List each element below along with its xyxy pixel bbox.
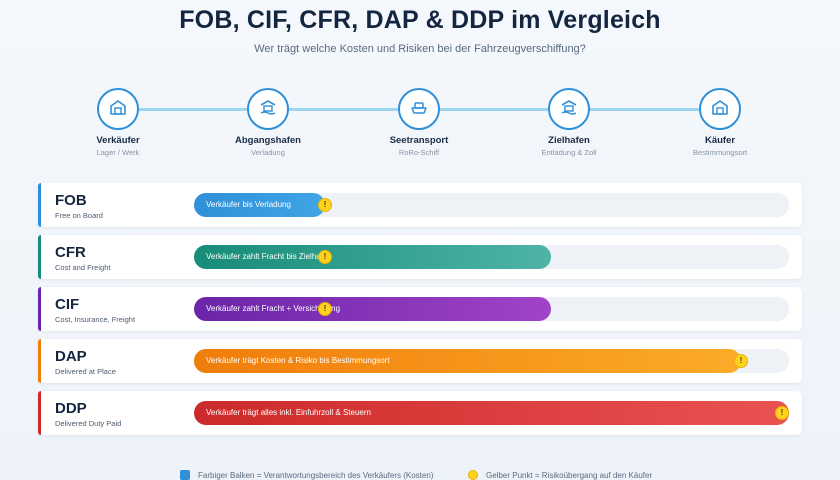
step-sublabel: Bestimmungsort <box>692 148 748 157</box>
step-circle <box>398 88 440 130</box>
risk-transfer-dot: ! <box>318 250 332 264</box>
incoterm-name: Delivered at Place <box>55 367 116 376</box>
timeline-step: Abgangshafen Verladung <box>208 88 328 157</box>
responsibility-bar-label: Verkäufer bis Verladung <box>206 200 291 209</box>
incoterm-name: Delivered Duty Paid <box>55 419 122 428</box>
incoterm-code: DAP <box>55 348 87 365</box>
step-sublabel: RoRo-Schiff <box>398 148 440 157</box>
incoterm-code: DDP <box>55 400 87 417</box>
responsibility-track: Verkäufer trägt Kosten & Risiko bis Best… <box>194 349 789 373</box>
legend-dot-swatch <box>468 470 478 480</box>
risk-transfer-dot: ! <box>775 406 789 420</box>
step-circle <box>247 88 289 130</box>
timeline-step: Seetransport RoRo-Schiff <box>359 88 479 157</box>
incoterm-row-ddp: DDP Delivered Duty Paid Verkäufer trägt al… <box>38 391 802 435</box>
step-label: Käufer <box>704 135 736 146</box>
step-label: Abgangshafen <box>235 135 301 146</box>
risk-transfer-dot: ! <box>318 302 332 316</box>
warehouse-icon <box>710 97 730 122</box>
row-accent <box>38 235 41 279</box>
row-accent <box>38 183 41 227</box>
responsibility-bar: Verkäufer zahlt Fracht bis Zielhafen <box>194 245 551 269</box>
port-icon <box>559 97 579 122</box>
responsibility-bar-label: Verkäufer zahlt Fracht bis Zielhafen <box>206 252 332 261</box>
row-accent <box>38 287 41 331</box>
page-subtitle: Wer trägt welche Kosten und Risiken bei … <box>254 43 586 55</box>
step-label: Seetransport <box>389 135 449 146</box>
incoterm-row-dap: DAP Delivered at Place Verkäufer trägt Kos… <box>38 339 802 383</box>
legend-bar-text: Farbiger Balken = Verantwortungsbereich … <box>198 470 434 480</box>
step-circle <box>699 88 741 130</box>
timeline-step: Zielhafen Entladung & Zoll <box>509 88 629 157</box>
timeline-step: Käufer Bestimmungsort <box>660 88 780 157</box>
incoterm-name: Cost and Freight <box>55 263 111 272</box>
row-accent <box>38 391 41 435</box>
responsibility-bar-label: Verkäufer trägt Kosten & Risiko bis Best… <box>206 356 390 365</box>
step-circle <box>97 88 139 130</box>
responsibility-track: Verkäufer trägt alles inkl. Einfuhrzoll … <box>194 401 789 425</box>
responsibility-bar: Verkäufer trägt Kosten & Risiko bis Best… <box>194 349 741 373</box>
incoterm-name: Free on Board <box>55 211 103 220</box>
responsibility-bar: Verkäufer zahlt Fracht + Versicherung <box>194 297 551 321</box>
risk-transfer-dot: ! <box>734 354 748 368</box>
responsibility-track: Verkäufer zahlt Fracht + Versicherung! <box>194 297 789 321</box>
step-label: Zielhafen <box>548 135 590 146</box>
warehouse-icon <box>108 97 128 122</box>
timeline-step: Verkäufer Lager / Werk <box>58 88 178 157</box>
step-circle <box>548 88 590 130</box>
responsibility-bar: Verkäufer bis Verladung <box>194 193 325 217</box>
legend-bar: Farbiger Balken = Verantwortungsbereich … <box>180 470 433 480</box>
responsibility-track: Verkäufer bis Verladung! <box>194 193 789 217</box>
page-title: FOB, CIF, CFR, DAP & DDP im Vergleich <box>179 6 661 34</box>
legend-bar-swatch <box>180 470 190 480</box>
responsibility-bar: Verkäufer trägt alles inkl. Einfuhrzoll … <box>194 401 789 425</box>
step-label: Verkäufer <box>96 135 140 146</box>
incoterm-name: Cost, Insurance, Freight <box>55 315 136 324</box>
incoterm-row-cif: CIF Cost, Insurance, Freight Verkäufer zah… <box>38 287 802 331</box>
ship-icon <box>409 97 429 122</box>
incoterm-row-cfr: CFR Cost and Freight Verkäufer zahlt Frach… <box>38 235 802 279</box>
responsibility-track: Verkäufer zahlt Fracht bis Zielhafen! <box>194 245 789 269</box>
incoterm-code: CFR <box>55 244 86 261</box>
incoterm-code: FOB <box>55 192 87 209</box>
step-sublabel: Entladung & Zoll <box>541 148 597 157</box>
incoterm-code: CIF <box>55 296 80 313</box>
step-sublabel: Verladung <box>251 148 285 157</box>
legend-dot-text: Gelber Punkt = Risikoübergang auf den Kä… <box>486 470 653 480</box>
responsibility-bar-label: Verkäufer trägt alles inkl. Einfuhrzoll … <box>206 408 371 417</box>
legend-dot: Gelber Punkt = Risikoübergang auf den Kä… <box>468 470 652 480</box>
responsibility-bar-label: Verkäufer zahlt Fracht + Versicherung <box>206 304 341 313</box>
incoterm-row-fob: FOB Free on Board Verkäufer bis Verladung! <box>38 183 802 227</box>
risk-transfer-dot: ! <box>318 198 332 212</box>
row-accent <box>38 339 41 383</box>
step-sublabel: Lager / Werk <box>96 148 140 157</box>
port-icon <box>258 97 278 122</box>
